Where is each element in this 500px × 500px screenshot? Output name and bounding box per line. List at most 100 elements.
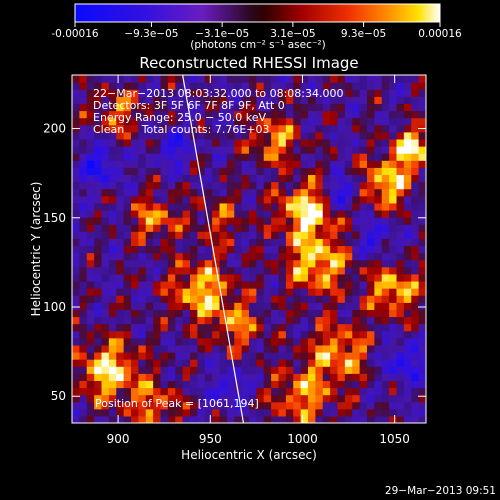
heatmap-cell [145,302,154,310]
heatmap-cell [167,103,176,112]
heatmap-cell [160,344,169,353]
heatmap-cell [300,202,309,211]
heatmap-cell [285,280,294,289]
heatmap-cell [204,252,213,261]
heatmap-cell [322,146,331,154]
heatmap-cell [344,181,353,190]
heatmap-cell [300,245,309,254]
heatmap-cell [381,337,390,346]
heatmap-cell [86,188,95,197]
heatmap-cell [79,131,88,140]
heatmap-cell [197,124,206,133]
heatmap-cell [418,217,426,225]
heatmap-cell [116,195,125,204]
heatmap-cell [212,316,221,325]
heatmap-cell [418,89,426,97]
heatmap-cell [403,273,412,282]
heatmap-cell [278,160,287,168]
heatmap-cell [263,337,272,346]
heatmap-cell [308,288,316,296]
heatmap-cell [234,252,243,261]
heatmap-cell [241,337,250,346]
heatmap-cell [79,288,88,296]
heatmap-cell [337,217,346,225]
heatmap-cell [249,167,257,176]
heatmap-cell [352,124,361,133]
heatmap-cell [175,153,184,161]
heatmap-cell [293,231,302,239]
heatmap-cell [160,82,169,90]
heatmap-cell [226,387,235,396]
heatmap-cell [108,295,117,303]
heatmap-cell [403,181,412,190]
heatmap-cell [418,174,426,183]
heatmap-cell [72,373,80,381]
heatmap-cell [204,188,213,197]
heatmap-cell [182,380,191,389]
heatmap-cell [367,316,375,325]
heatmap-cell [123,96,132,105]
heatmap-cell [293,337,302,346]
heatmap-cell [204,195,213,204]
heatmap-cell [263,380,272,389]
heatmap-cell [101,181,110,190]
heatmap-cell [352,387,361,396]
heatmap-cell [212,302,221,310]
heatmap-cell [86,302,95,310]
heatmap-cell [403,323,412,332]
heatmap-cell [411,217,420,225]
heatmap-cell [131,167,139,176]
heatmap-cell [101,366,110,374]
heatmap-cell [167,316,176,325]
heatmap-cell [94,394,103,403]
heatmap-cell [285,167,294,176]
heatmap-cell [234,160,243,168]
heatmap-cell [72,408,80,417]
heatmap-cell [337,146,346,154]
heatmap-cell [79,351,88,360]
heatmap-cell [330,288,339,296]
heatmap-cell [116,373,125,381]
heatmap-cell [403,224,412,232]
heatmap-cell [167,202,176,211]
heatmap-cell [271,124,280,133]
heatmap-cell [293,238,302,247]
heatmap-cell [367,380,375,389]
heatmap-cell [131,231,139,239]
heatmap-cell [359,295,368,303]
heatmap-cell [101,238,110,247]
heatmap-cell [337,231,346,239]
heatmap-cell [160,195,169,204]
heatmap-cell [86,252,95,261]
heatmap-cell [293,401,302,410]
heatmap-cell [101,153,110,161]
heatmap-cell [352,330,361,339]
heatmap-cell [79,231,88,239]
heatmap-cell [322,359,331,367]
heatmap-cell [263,259,272,268]
heatmap-cell [219,174,228,183]
heatmap-cell [153,217,162,225]
heatmap-cell [308,138,316,147]
heatmap-cell [175,224,184,232]
heatmap-cell [153,75,162,83]
heatmap-cell [337,89,346,97]
heatmap-cell [249,174,257,183]
heatmap-cell [344,231,353,239]
heatmap-cell [411,181,420,190]
heatmap-cell [396,366,405,374]
heatmap-cell [153,288,162,296]
heatmap-cell [389,138,398,147]
heatmap-cell [153,160,162,168]
heatmap-cell [204,323,213,332]
heatmap-cell [219,138,228,147]
heatmap-cell [116,280,125,289]
heatmap-cell [418,252,426,261]
heatmap-cell [403,103,412,112]
heatmap-cell [411,266,420,275]
heatmap-cell [241,359,250,367]
heatmap-cell [138,323,147,332]
heatmap-cell [138,309,147,318]
heatmap-cell [197,146,206,154]
